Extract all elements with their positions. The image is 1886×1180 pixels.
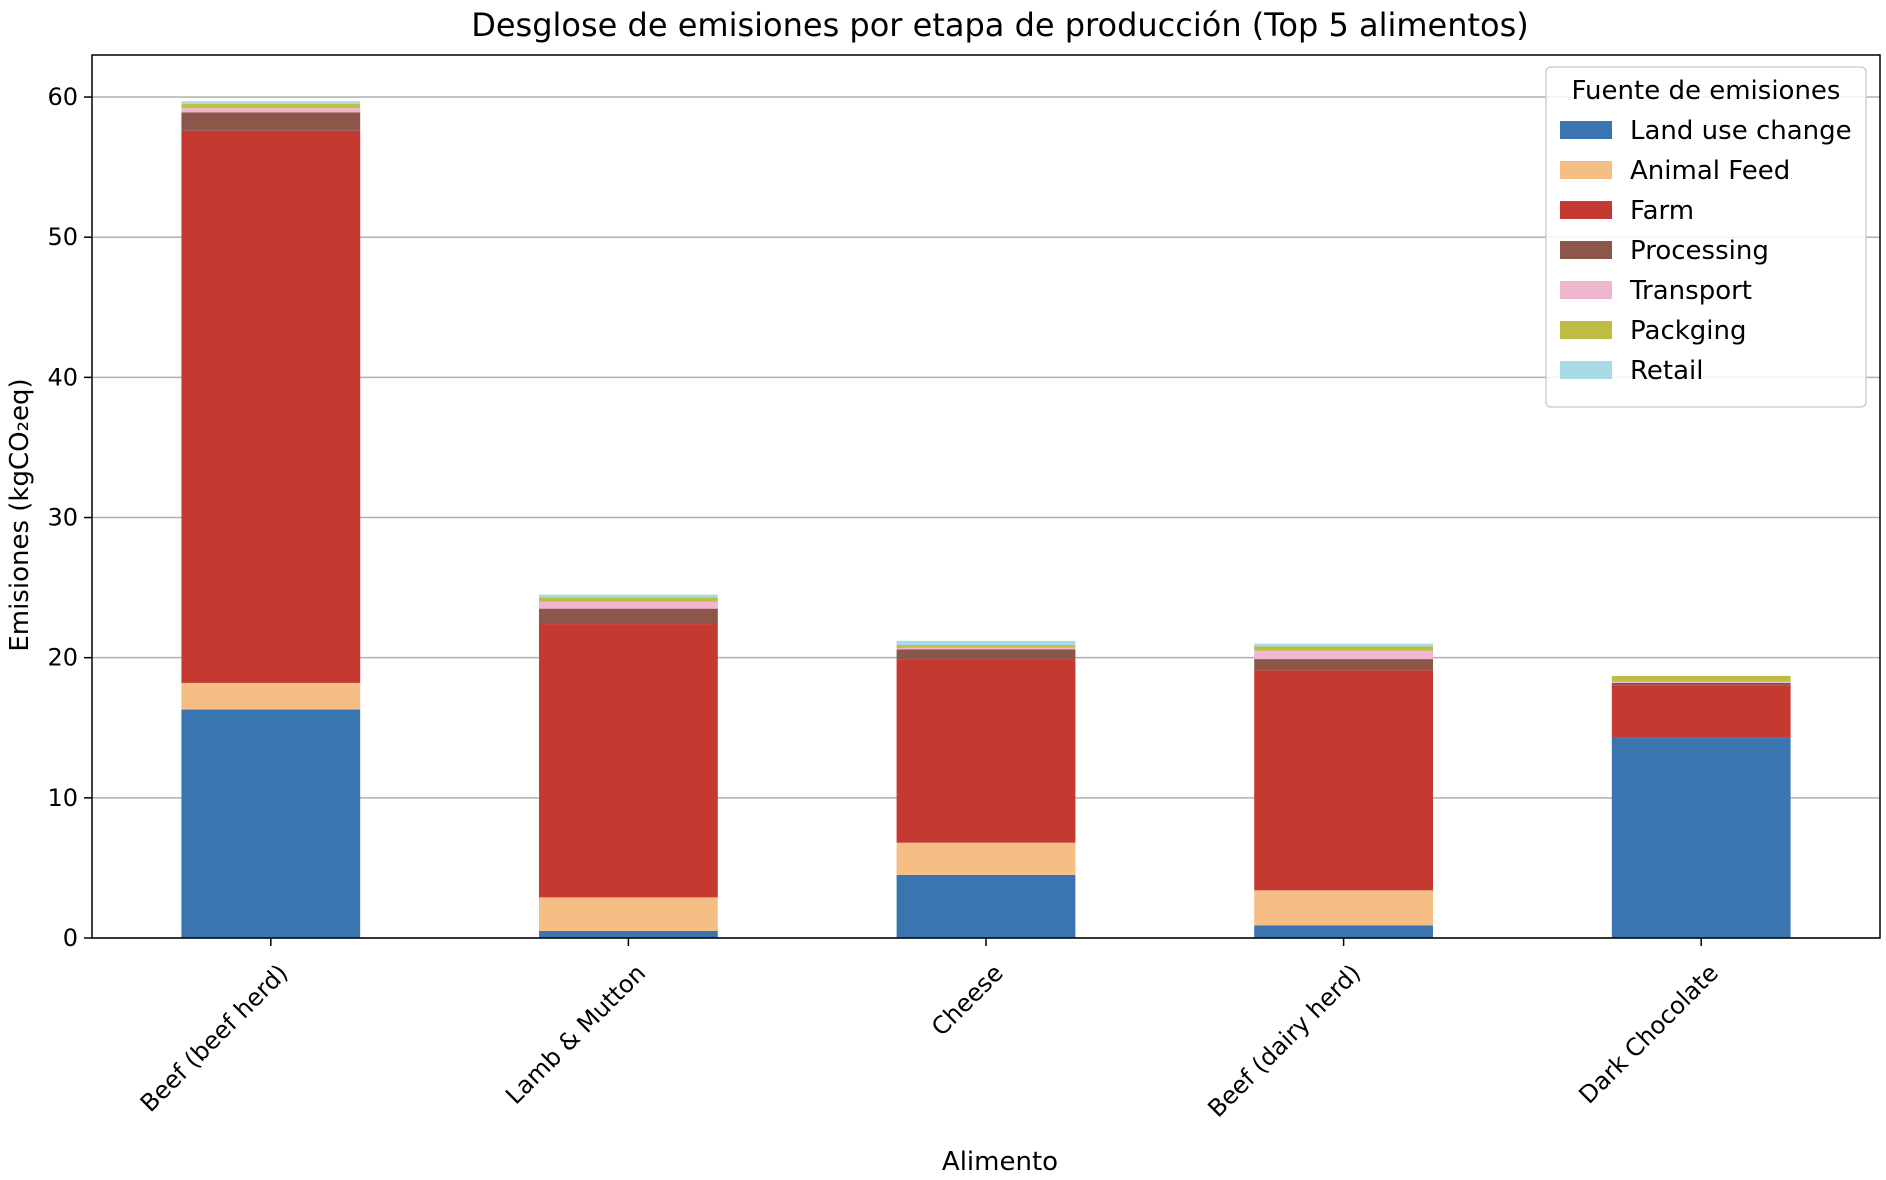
bar-segment-packging [181,104,361,109]
bar-segment-packging [1254,646,1433,651]
bar-segment-land-use-change [539,930,718,938]
y-tick-label: 20 [47,644,78,672]
legend-entry-label: Packging [1630,316,1747,346]
bar-segment-transport [1254,650,1433,660]
bar-segment-processing [539,608,718,625]
bar-segment-land-use-change [181,709,361,938]
legend-entry-label: Animal Feed [1630,156,1790,186]
legend-swatch [1560,161,1612,179]
bar-segment-animal-feed [896,842,1076,875]
chart-title: Desglose de emisiones por etapa de produ… [471,6,1529,44]
bar-segment-transport [539,601,718,609]
bar-segment-packging [1611,675,1791,682]
bars [181,101,1791,938]
bar-segment-land-use-change [896,874,1076,938]
bar-segment-processing [896,649,1076,660]
bar-segment-land-use-change [1611,737,1791,938]
legend-entry-label: Land use change [1630,116,1852,146]
legend-entry-label: Processing [1630,236,1769,266]
y-tick-label: 40 [47,363,78,391]
plot-frame [91,54,1881,939]
bar-segment-land-use-change [1254,925,1433,938]
bar-segment-animal-feed [181,682,361,710]
bar-segment-farm [896,659,1076,843]
legend-entry-label: Transport [1629,276,1752,306]
legend: Fuente de emisiones Land use change Animal… [1545,66,1867,408]
bar-segment-packging [896,645,1076,648]
legend-swatch [1560,281,1612,299]
y-tick-label: 0 [63,924,78,952]
y-tick-label: 30 [47,504,78,532]
bar-segment-retail [896,640,1076,646]
bar-segment-processing [1611,682,1791,686]
bar-segment-retail [539,594,718,598]
legend-entry-label: Retail [1630,356,1703,386]
bar-segment-retail [181,101,361,105]
legend-swatch [1560,241,1612,259]
legend-swatch [1560,361,1612,379]
legend-swatch [1560,121,1612,139]
legend-title: Fuente de emisiones [1572,76,1841,106]
bar-segment-processing [1254,659,1433,671]
bar-segment-farm [1254,670,1433,891]
bar-segment-farm [539,624,718,898]
bar-segment-farm [1611,685,1791,738]
y-axis-label: Emisiones (kgCO₂eq) [5,378,35,651]
bar-segment-animal-feed [539,897,718,931]
legend-swatch [1560,201,1612,219]
legend-entry-label: Farm [1630,196,1694,226]
bar-segment-transport [896,647,1076,650]
bar-segment-retail [1254,643,1433,647]
bar-segment-processing [181,112,361,131]
legend-swatch [1560,321,1612,339]
legend-box [1545,66,1867,408]
bar-segment-transport [181,108,361,113]
bar-segment-transport [1611,681,1791,683]
y-tick-label: 10 [47,784,78,812]
y-tick-label: 50 [47,223,78,251]
bar-segment-farm [181,130,361,683]
y-tick-label: 60 [47,83,78,111]
bar-segment-packging [539,597,718,602]
bar-segment-animal-feed [1254,890,1433,926]
x-axis-label: Alimento [942,1147,1058,1177]
